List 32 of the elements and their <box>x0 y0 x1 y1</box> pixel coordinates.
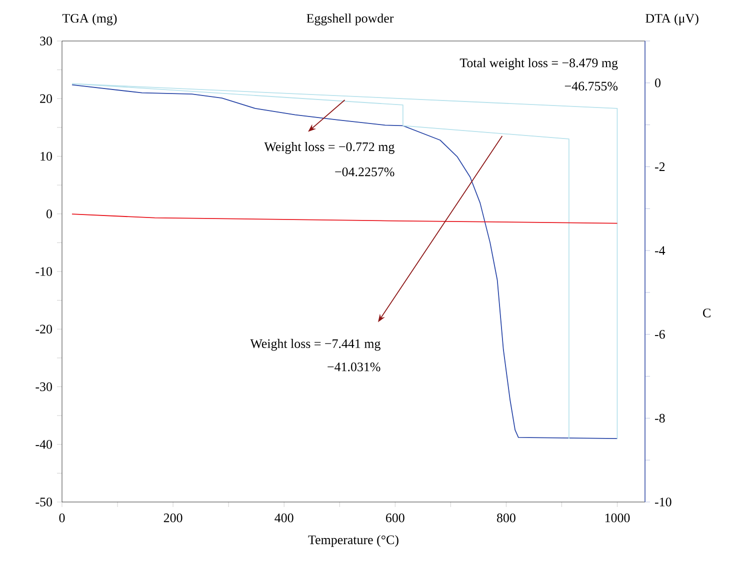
y-tick-label: 0 <box>46 210 52 218</box>
annotation: Weight loss = −0.772 mg <box>264 142 394 154</box>
y-axis-title: TGA (mg) <box>62 14 117 26</box>
y-tick-label: -20 <box>36 324 52 334</box>
text: C <box>703 308 710 318</box>
x-tick-label: 1000 <box>605 514 630 522</box>
y2-tick-label: -2 <box>655 162 665 172</box>
y-tick-label: -50 <box>36 498 52 506</box>
x-tick-label: 800 <box>496 514 516 522</box>
y-tick-label: 30 <box>40 36 52 46</box>
y2-tick-label: -10 <box>655 498 672 506</box>
annotation: −41.031% <box>328 362 380 372</box>
annotation: −46.755% <box>564 82 618 91</box>
chart-title: Eggshell powder <box>306 14 394 26</box>
annotation: Total weight loss = −8.479 mg <box>460 58 618 70</box>
y2-tick-label: 0 <box>655 78 661 88</box>
x-tick-label: 200 <box>164 514 182 522</box>
y2-tick-label: -8 <box>655 414 665 423</box>
x-axis-title: Temperature (°C) <box>308 535 398 547</box>
y-tick-label: -10 <box>36 267 52 276</box>
x-tick-label: 400 <box>274 514 294 522</box>
annotation: Weight loss = −7.441 mg <box>250 338 380 351</box>
x-tick-label: 0 <box>59 514 65 522</box>
y-tick-label: 10 <box>40 152 52 161</box>
y-tick-label: -40 <box>36 440 52 449</box>
annotation: −04.2257% <box>335 168 394 176</box>
y-tick-label: -30 <box>36 382 52 392</box>
y2-axis-title: DTA (μV) <box>646 14 698 26</box>
y2-tick-label: -4 <box>655 246 666 255</box>
y2-tick-label: -6 <box>655 330 665 339</box>
y-tick-label: 20 <box>40 94 52 103</box>
x-tick-label: 600 <box>386 514 404 522</box>
